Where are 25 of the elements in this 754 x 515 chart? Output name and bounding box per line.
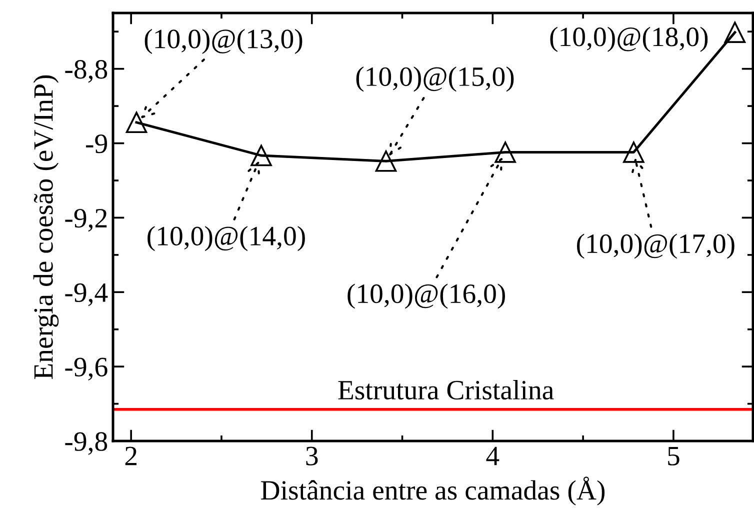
x-tick-label: 4 [486,446,500,466]
annotation: (10,0)@(13,0) [144,28,302,54]
y-axis-title: Energia de coesão (eV/InP) [33,75,59,380]
y-tick-label: -9,8 [65,432,108,455]
point [494,142,516,163]
point [126,112,148,134]
annotation: (10,0)@(14,0) [148,226,305,252]
x-tick-label: 2 [125,446,136,466]
point [375,150,397,172]
y-tick-label: -8,8 [65,60,108,83]
x-axis-title: Distância entre as camadas (Å) [261,476,605,506]
x-tick-label: 3 [306,446,318,466]
annotation: (10,0)@(18,0) [550,26,708,52]
point [623,142,644,163]
annotation: (10,0)@(16,0) [348,284,505,309]
y-tick-label: -9,4 [65,283,108,306]
point [724,22,746,43]
y-tick-label: -9 [86,134,108,154]
annotation: (10,0)@(15,0) [356,66,514,92]
x-tick-label: 5 [668,446,680,466]
y-tick-label: -9,6 [65,358,108,380]
annotation: (10,0)@(17,0) [576,234,734,259]
ref-line-label: Estrutura Cristalina [338,380,554,400]
y-tick-label: -9,2 [65,208,107,232]
point [250,144,272,166]
